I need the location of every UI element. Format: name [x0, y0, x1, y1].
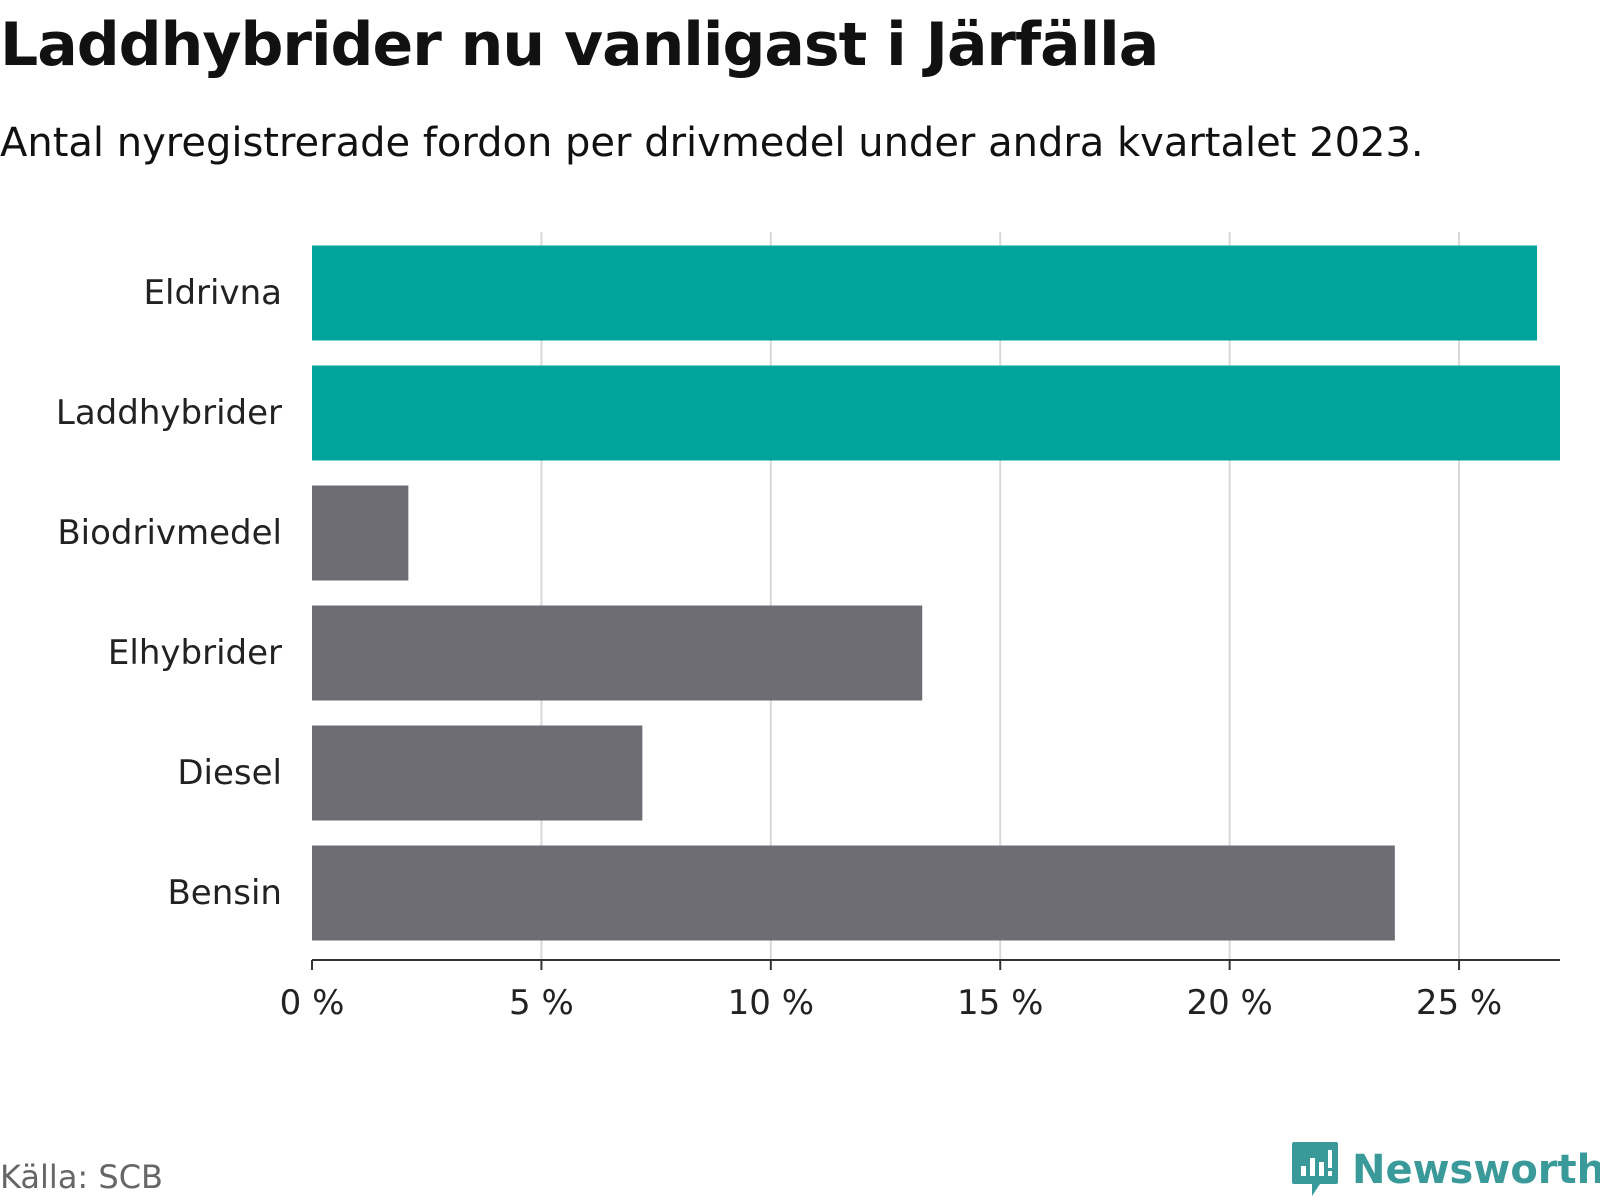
x-tick-label: 15 % [957, 983, 1043, 1023]
category-label: Laddhybrider [56, 393, 282, 433]
bar-chart: Eldrivna Laddhybrider Biodrivmedel Elhybrid… [56, 232, 1560, 1023]
brand-name: Newsworthy [1352, 1147, 1600, 1193]
x-tick-label: 5 % [509, 983, 574, 1023]
x-tick-label: 0 % [280, 983, 345, 1023]
brand-logo: Newsworthy [1290, 1140, 1600, 1200]
category-label: Bensin [167, 873, 282, 913]
bar [312, 245, 1538, 341]
bar [312, 725, 643, 821]
x-tick-label: 10 % [728, 983, 814, 1023]
category-label: Diesel [177, 753, 282, 793]
bar [312, 845, 1395, 941]
chart-title: Laddhybrider nu vanligast i Järfälla [0, 10, 1159, 80]
bar [312, 605, 923, 701]
chart-subtitle: Antal nyregistrerade fordon per drivmede… [0, 120, 1424, 166]
category-label: Biodrivmedel [57, 513, 282, 553]
bar [312, 365, 1560, 461]
newsworthy-logo-icon [1292, 1142, 1338, 1196]
source-note: Källa: SCB [0, 1158, 163, 1196]
x-tick-label: 20 % [1186, 983, 1272, 1023]
category-label: Eldrivna [144, 273, 282, 313]
x-tick-label: 25 % [1416, 983, 1502, 1023]
bar [312, 485, 409, 581]
category-label: Elhybrider [108, 633, 282, 673]
